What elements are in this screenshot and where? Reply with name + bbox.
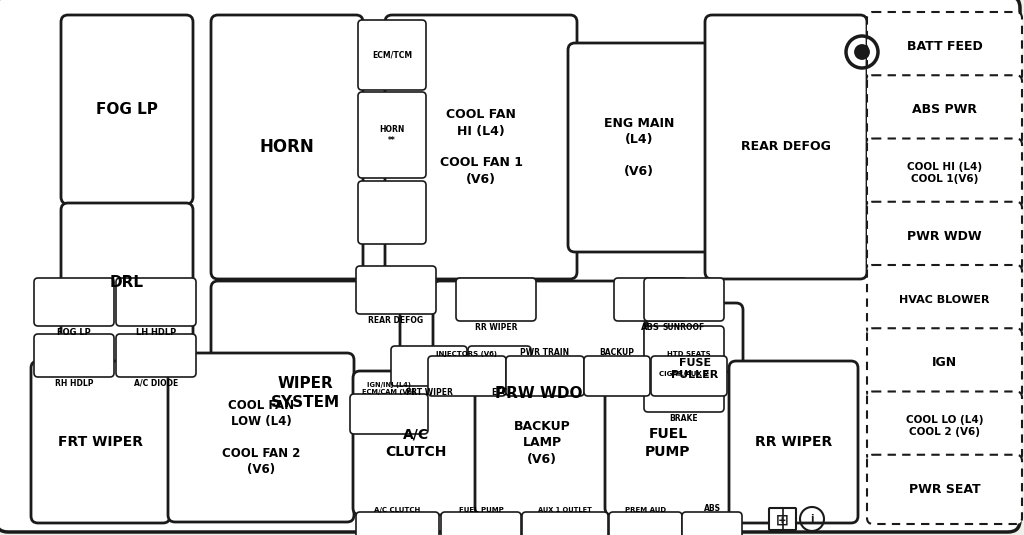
Text: IGN/INJ (L4)
ECM/CAM (V6): IGN/INJ (L4) ECM/CAM (V6) [362,382,416,395]
Text: AUX 1 OUTLET: AUX 1 OUTLET [538,507,592,513]
FancyBboxPatch shape [116,334,196,377]
FancyBboxPatch shape [34,334,114,377]
FancyBboxPatch shape [682,512,742,535]
FancyBboxPatch shape [867,265,1022,334]
FancyBboxPatch shape [456,278,536,321]
FancyBboxPatch shape [605,371,731,515]
Text: ENG MAIN
(L4)

(V6): ENG MAIN (L4) (V6) [604,117,674,178]
FancyBboxPatch shape [356,266,436,314]
FancyBboxPatch shape [769,508,796,530]
FancyBboxPatch shape [358,92,426,178]
Text: FOG LP: FOG LP [96,102,158,117]
Text: FRT WIPER: FRT WIPER [58,435,143,449]
Text: HORN
**: HORN ** [379,125,404,145]
Text: ETC: ETC [492,388,508,397]
FancyBboxPatch shape [391,346,467,386]
Text: RH HDLP: RH HDLP [54,379,93,388]
Text: ABS: ABS [703,504,721,513]
FancyBboxPatch shape [867,392,1022,461]
Text: FOG LP: FOG LP [57,328,91,337]
Text: REAR DEFOG: REAR DEFOG [369,316,424,325]
Text: i: i [810,514,814,524]
FancyBboxPatch shape [433,281,645,505]
Text: PRW WDO: PRW WDO [496,386,583,401]
FancyBboxPatch shape [867,202,1022,271]
FancyBboxPatch shape [644,369,724,412]
Text: HTD SEATS: HTD SEATS [668,351,711,357]
FancyBboxPatch shape [168,353,354,522]
Text: WIPER
SYSTEM: WIPER SYSTEM [271,376,340,410]
FancyBboxPatch shape [211,15,362,279]
Text: RR WIPER: RR WIPER [475,323,517,332]
Text: PWR SEAT: PWR SEAT [908,483,980,496]
Text: FRT WIPER: FRT WIPER [406,388,453,397]
FancyBboxPatch shape [705,15,867,279]
Text: BACKUP: BACKUP [599,348,635,357]
FancyBboxPatch shape [350,394,428,434]
FancyBboxPatch shape [867,139,1022,208]
FancyBboxPatch shape [211,281,400,505]
FancyBboxPatch shape [522,512,608,535]
Text: COOL FAN
HI (L4)

COOL FAN 1
(V6): COOL FAN HI (L4) COOL FAN 1 (V6) [439,109,522,186]
FancyBboxPatch shape [428,356,506,396]
Text: COOL LO (L4)
COOL 2 (V6): COOL LO (L4) COOL 2 (V6) [906,415,983,437]
FancyBboxPatch shape [385,15,577,279]
Text: A/C DIODE: A/C DIODE [134,379,178,388]
Text: PREM AUD: PREM AUD [625,507,666,513]
Text: FUEL PUMP: FUEL PUMP [459,507,504,513]
FancyBboxPatch shape [61,15,193,204]
FancyBboxPatch shape [644,326,724,369]
Text: PWR WDW: PWR WDW [907,230,982,243]
Text: IGN: IGN [932,356,957,369]
Text: DRL: DRL [110,275,144,290]
Text: A/C CLUTCH: A/C CLUTCH [375,507,421,513]
FancyBboxPatch shape [116,278,196,326]
Text: ABS: ABS [641,323,659,332]
FancyBboxPatch shape [356,512,439,535]
FancyBboxPatch shape [584,356,650,396]
Text: LH HDLP: LH HDLP [136,328,176,337]
FancyBboxPatch shape [475,371,609,515]
FancyBboxPatch shape [353,371,479,515]
FancyBboxPatch shape [647,303,743,435]
FancyBboxPatch shape [644,278,724,321]
Text: BATT FEED: BATT FEED [906,40,982,53]
Text: COOL FAN
LOW (L4)

COOL FAN 2
(V6): COOL FAN LOW (L4) COOL FAN 2 (V6) [222,399,300,476]
FancyBboxPatch shape [34,278,114,326]
FancyBboxPatch shape [867,12,1022,81]
FancyBboxPatch shape [609,512,682,535]
Text: COOL HI (L4)
COOL 1(V6): COOL HI (L4) COOL 1(V6) [907,162,982,185]
Text: REAR DEFOG: REAR DEFOG [741,141,830,154]
Text: PWR TRAIN: PWR TRAIN [520,348,569,357]
FancyBboxPatch shape [468,346,531,386]
FancyBboxPatch shape [651,356,727,396]
Text: A/C
CLUTCH: A/C CLUTCH [385,427,446,458]
FancyBboxPatch shape [61,203,193,362]
Text: BACKUP
LAMP
(V6): BACKUP LAMP (V6) [514,421,570,465]
Text: RR WIPER: RR WIPER [755,435,833,449]
Text: FUEL
PUMP: FUEL PUMP [645,427,691,458]
FancyBboxPatch shape [867,455,1022,524]
FancyBboxPatch shape [506,356,584,396]
Circle shape [855,45,869,59]
FancyBboxPatch shape [867,328,1022,398]
Text: HVAC BLOWER: HVAC BLOWER [899,295,990,304]
Text: ABS PWR: ABS PWR [912,103,977,117]
FancyBboxPatch shape [358,181,426,244]
Text: BRAKE: BRAKE [670,414,698,423]
FancyBboxPatch shape [729,361,858,523]
FancyBboxPatch shape [31,361,170,523]
Text: INJECTORS (V6): INJECTORS (V6) [436,351,498,357]
FancyBboxPatch shape [568,43,710,252]
Text: ECM/TCM: ECM/TCM [372,50,412,59]
FancyBboxPatch shape [441,512,521,535]
Text: HORN: HORN [260,138,314,156]
Text: ⊞: ⊞ [775,513,788,528]
Text: SUNROOF: SUNROOF [663,323,706,332]
FancyBboxPatch shape [358,20,426,90]
FancyBboxPatch shape [614,278,687,321]
Text: FUSE
PULLER: FUSE PULLER [672,358,719,380]
Text: CIGAR/AUX 2: CIGAR/AUX 2 [659,371,709,377]
FancyBboxPatch shape [867,75,1022,144]
